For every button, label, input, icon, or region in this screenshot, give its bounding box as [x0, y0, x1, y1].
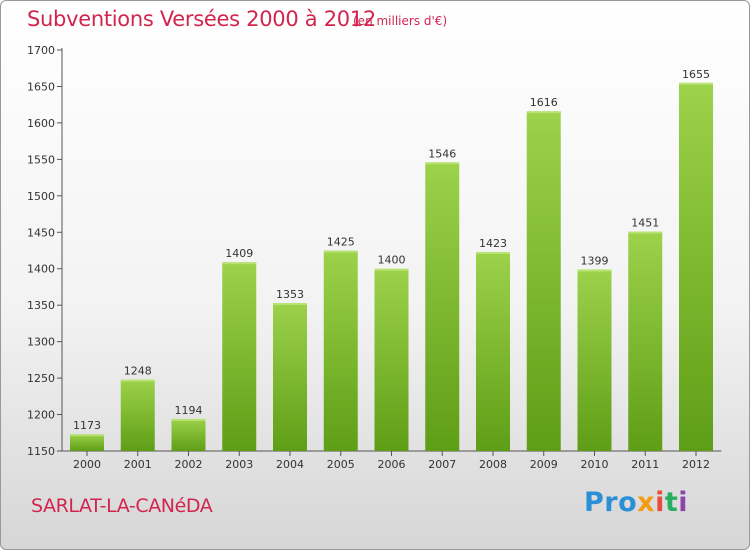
- x-tick-label: 2004: [276, 458, 304, 471]
- bar: [476, 251, 510, 451]
- bar-highlight: [273, 302, 307, 305]
- x-tick-label: 2002: [175, 458, 203, 471]
- x-tick-label: 2001: [124, 458, 152, 471]
- x-tick-label: 2011: [631, 458, 659, 471]
- logo-part: i: [655, 487, 665, 518]
- bar: [425, 162, 460, 451]
- y-tick-label: 1150: [27, 445, 55, 458]
- chart-bars: [70, 82, 713, 452]
- bar-highlight: [222, 262, 257, 265]
- bar-value-label: 1353: [276, 288, 304, 301]
- bar: [120, 379, 155, 451]
- bar-value-label: 1425: [327, 236, 355, 249]
- bar-highlight: [425, 162, 460, 165]
- bar-value-label: 1248: [124, 365, 152, 378]
- bar-value-label: 1616: [530, 96, 558, 109]
- y-tick-label: 1450: [27, 226, 55, 239]
- bar: [70, 434, 104, 451]
- bar: [679, 82, 713, 452]
- y-tick-label: 1350: [27, 299, 55, 312]
- bar-highlight: [374, 268, 409, 271]
- logo-part: Pro: [584, 487, 638, 518]
- bar-value-label: 1546: [428, 147, 456, 160]
- bar: [628, 231, 663, 451]
- bar-highlight: [577, 269, 612, 272]
- y-tick-label: 1250: [27, 372, 55, 385]
- y-tick-label: 1700: [27, 44, 55, 57]
- bar-highlight: [120, 379, 155, 382]
- x-tick-label: 2003: [225, 458, 253, 471]
- bar-value-label: 1173: [73, 419, 101, 432]
- x-tick-label: 2006: [378, 458, 406, 471]
- x-tick-label: 2007: [428, 458, 456, 471]
- bar-value-label: 1423: [479, 237, 507, 250]
- x-tick-label: 2009: [530, 458, 558, 471]
- logo-part: i: [678, 487, 689, 518]
- x-tick-label: 2005: [327, 458, 355, 471]
- bar-highlight: [679, 82, 713, 85]
- bar-value-label: 1409: [225, 247, 253, 260]
- proxiti-logo: Proxiti: [584, 487, 688, 518]
- bar-value-label: 1655: [682, 68, 710, 81]
- bar: [323, 250, 358, 451]
- bar: [222, 262, 257, 451]
- bar-value-label: 1451: [631, 217, 659, 230]
- bar: [374, 268, 409, 451]
- bar: [273, 302, 307, 451]
- logo-part: t: [664, 487, 679, 518]
- bar-highlight: [628, 231, 663, 234]
- chart-labels: 1173 1248 1194 1409 1353 1425 1400 1546 1423 1616…: [73, 68, 710, 432]
- bar-highlight: [526, 111, 561, 114]
- y-tick-label: 1400: [27, 263, 55, 276]
- town-name: SARLAT-LA-CANéDA: [31, 495, 213, 517]
- y-tick-label: 1300: [27, 336, 55, 349]
- bar-highlight: [171, 418, 206, 421]
- x-tick-label: 2010: [581, 458, 609, 471]
- x-tick-label: 2012: [682, 458, 710, 471]
- y-tick-label: 1200: [27, 409, 55, 422]
- chart-axes: 1150 1200 1250 1300 1350 1400 1450 1500 1550 1600…: [27, 44, 722, 471]
- chart-unit-label: (en milliers d'€): [353, 14, 448, 28]
- bar-highlight: [70, 434, 104, 437]
- bar-value-label: 1194: [175, 404, 203, 417]
- y-tick-label: 1600: [27, 117, 55, 130]
- y-tick-label: 1500: [27, 190, 55, 203]
- bar: [171, 418, 206, 451]
- bar-value-label: 1399: [581, 254, 609, 267]
- bar-value-label: 1400: [378, 254, 406, 267]
- bar: [577, 269, 612, 451]
- bar-highlight: [476, 251, 510, 254]
- logo-part: x: [637, 487, 656, 518]
- x-tick-label: 2008: [479, 458, 507, 471]
- x-tick-label: 2000: [73, 458, 101, 471]
- chart-title: Subventions Versées 2000 à 2012: [27, 7, 376, 31]
- bar: [526, 111, 561, 451]
- y-tick-label: 1650: [27, 80, 55, 93]
- bar-highlight: [323, 250, 358, 253]
- y-tick-label: 1550: [27, 153, 55, 166]
